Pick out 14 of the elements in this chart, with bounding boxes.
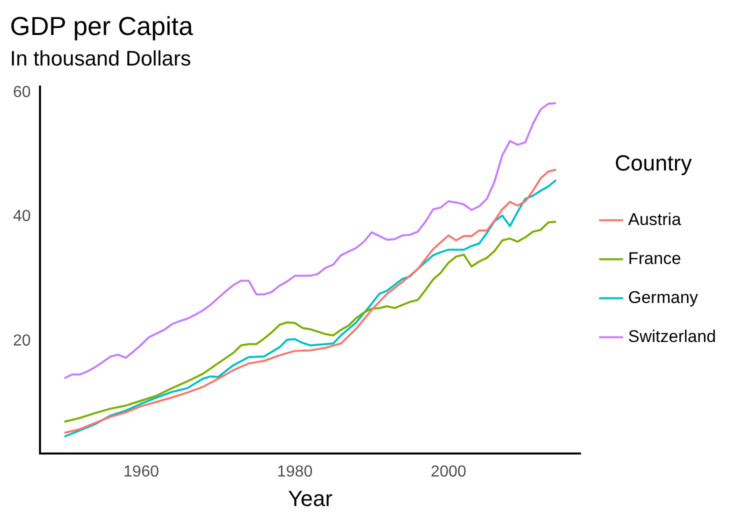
legend-label: Switzerland <box>628 326 716 346</box>
y-tick-label: 40 <box>13 208 31 226</box>
chart-title: GDP per Capita <box>10 10 194 41</box>
legend-label: Germany <box>628 288 699 307</box>
legend-label: Austria <box>628 210 682 229</box>
x-tick-label: 1980 <box>277 463 313 480</box>
x-tick-label: 1960 <box>123 463 160 480</box>
y-tick-label: 20 <box>13 332 31 350</box>
x-tick-label: 2000 <box>430 463 466 480</box>
legend-title: Country <box>614 150 692 176</box>
chart-subtitle: In thousand Dollars <box>10 48 191 71</box>
x-axis-title: Year <box>288 486 332 511</box>
legend-label: France <box>628 248 682 268</box>
y-tick-label: 60 <box>13 84 31 102</box>
